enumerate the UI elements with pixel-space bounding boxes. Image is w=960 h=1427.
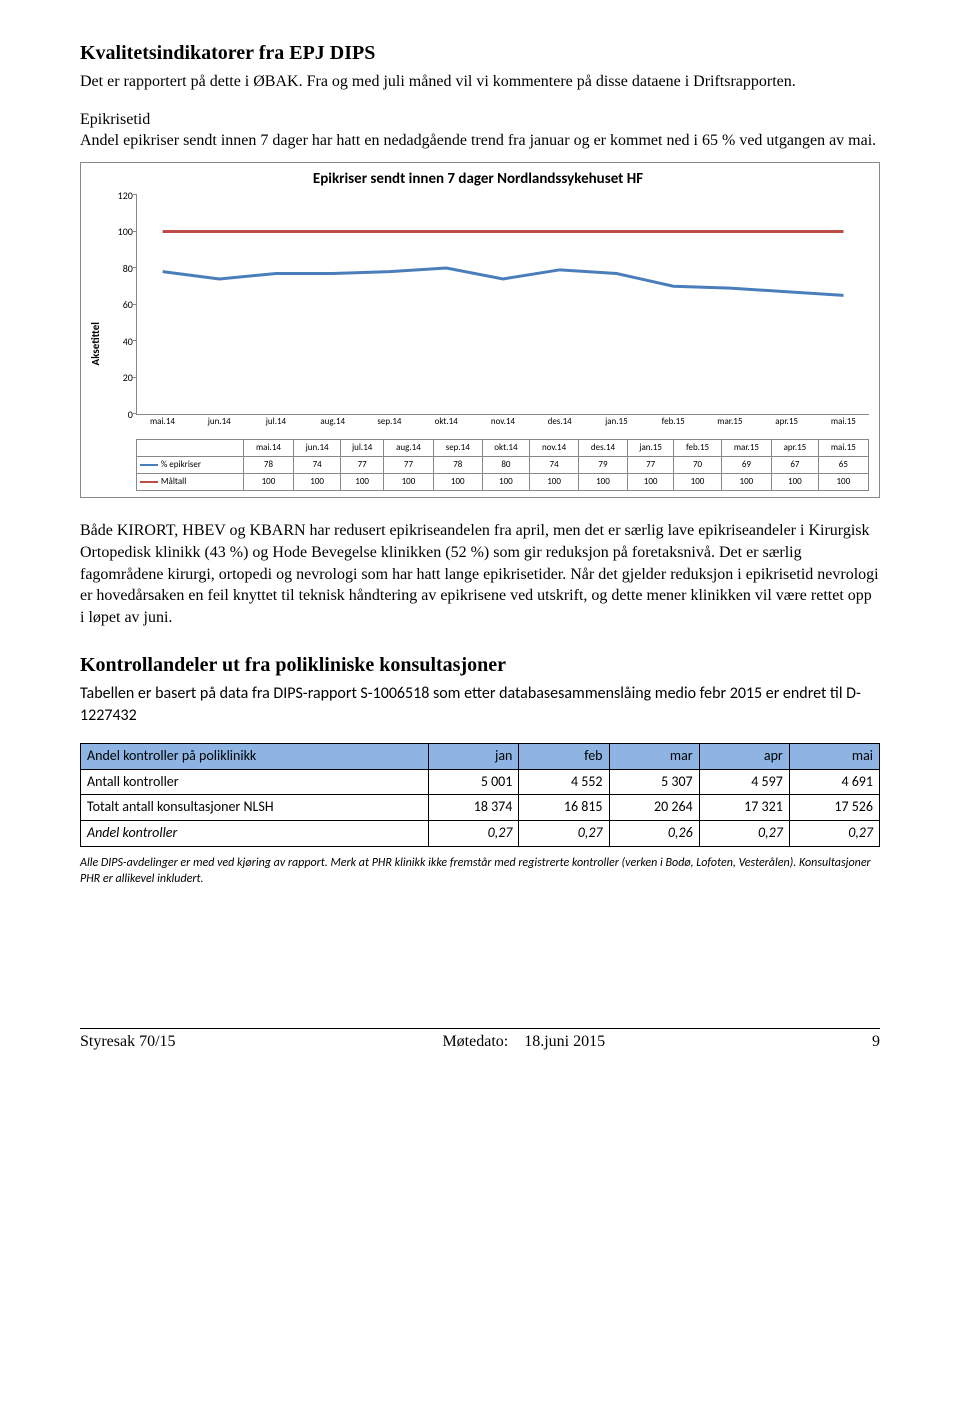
chart-xtick: feb.15 [662,416,685,428]
kontroll-table: Andel kontroller på poliklinikkjanfebmar… [80,743,880,848]
table-header-cell: mar [609,743,699,769]
table-cell: 4 552 [519,769,609,795]
kontroll-intro: Tabellen er basert på data fra DIPS-rapp… [80,683,880,726]
chart-data-table: mai.14jun.14jul.14aug.14sep.14okt.14nov.… [136,439,869,491]
chart-xtick: jul.14 [266,416,286,428]
table-cell: 5 307 [609,769,699,795]
table-header-cell: mai [789,743,879,769]
table-cell: 5 001 [429,769,519,795]
table-cell: 4 691 [789,769,879,795]
table-cell: 0,26 [609,821,699,847]
table-header-cell: jan [429,743,519,769]
table-cell: 4 597 [699,769,789,795]
chart-ylabel: Aksetittel [87,322,106,365]
chart-xtick: mai.15 [831,416,856,428]
paragraph-after-chart: Både KIRORT, HBEV og KBARN har redusert … [80,520,880,628]
chart-ytick: 40 [107,334,133,348]
chart-xtick: mai.14 [150,416,175,428]
table-row-label: Andel kontroller [81,821,429,847]
epikriser-chart: Epikriser sendt innen 7 dager Nordlandss… [80,162,880,499]
epikrisetid-text: Andel epikriser sendt innen 7 dager har … [80,132,876,149]
table-cell: 17 526 [789,795,879,821]
chart-series-line [162,268,843,295]
chart-ytick: 0 [107,407,133,421]
legend-swatch [140,464,158,466]
legend-label: % epikriser [161,459,201,470]
table-row-label: Antall kontroller [81,769,429,795]
chart-xtick: des.14 [548,416,572,428]
table-cell: 17 321 [699,795,789,821]
table-header-cell: apr [699,743,789,769]
footer-right: 9 [872,1031,880,1053]
legend-swatch [140,481,158,483]
chart-ytick: 120 [107,188,133,202]
table-row-label: Totalt antall konsultasjoner NLSH [81,795,429,821]
chart-xtick: mar.15 [717,416,742,428]
table-header-cell: feb [519,743,609,769]
chart-ytick: 100 [107,225,133,239]
table-cell: 18 374 [429,795,519,821]
chart-ytick: 20 [107,371,133,385]
epikrisetid-subheading: Epikrisetid [80,111,150,128]
chart-xtick: aug.14 [320,416,345,428]
intro-paragraph: Det er rapportert på dette i ØBAK. Fra o… [80,71,880,93]
table-cell: 0,27 [699,821,789,847]
chart-ytick: 80 [107,261,133,275]
chart-plot-area: 020406080100120mai.14jun.14jul.14aug.14s… [136,195,869,415]
table-cell: 20 264 [609,795,699,821]
table-cell: 0,27 [519,821,609,847]
page-footer: Styresak 70/15 Møtedato: 18.juni 2015 9 [80,1028,880,1053]
table-cell: 16 815 [519,795,609,821]
footer-center-value: 18.juni 2015 [524,1033,605,1050]
chart-xtick: nov.14 [491,416,515,428]
chart-xtick: jan.15 [605,416,628,428]
chart-xtick: apr.15 [775,416,798,428]
chart-xtick: jun.14 [208,416,231,428]
footer-center: Møtedato: 18.juni 2015 [442,1031,605,1053]
chart-xtick: okt.14 [435,416,458,428]
table-footnote: Alle DIPS-avdelinger er med ved kjøring … [80,855,880,887]
footer-center-label: Møtedato: [442,1033,508,1050]
table-cell: 0,27 [429,821,519,847]
chart-ytick: 60 [107,298,133,312]
kontroll-heading: Kontrollandeler ut fra polikliniske kons… [80,652,880,679]
table-cell: 0,27 [789,821,879,847]
table-header-cell: Andel kontroller på poliklinikk [81,743,429,769]
chart-svg [137,195,869,414]
page-heading: Kvalitetsindikatorer fra EPJ DIPS [80,40,880,67]
chart-xtick: sep.14 [377,416,401,428]
legend-label: Måltall [161,476,186,487]
footer-left: Styresak 70/15 [80,1031,176,1053]
chart-title: Epikriser sendt innen 7 dager Nordlandss… [87,169,869,189]
